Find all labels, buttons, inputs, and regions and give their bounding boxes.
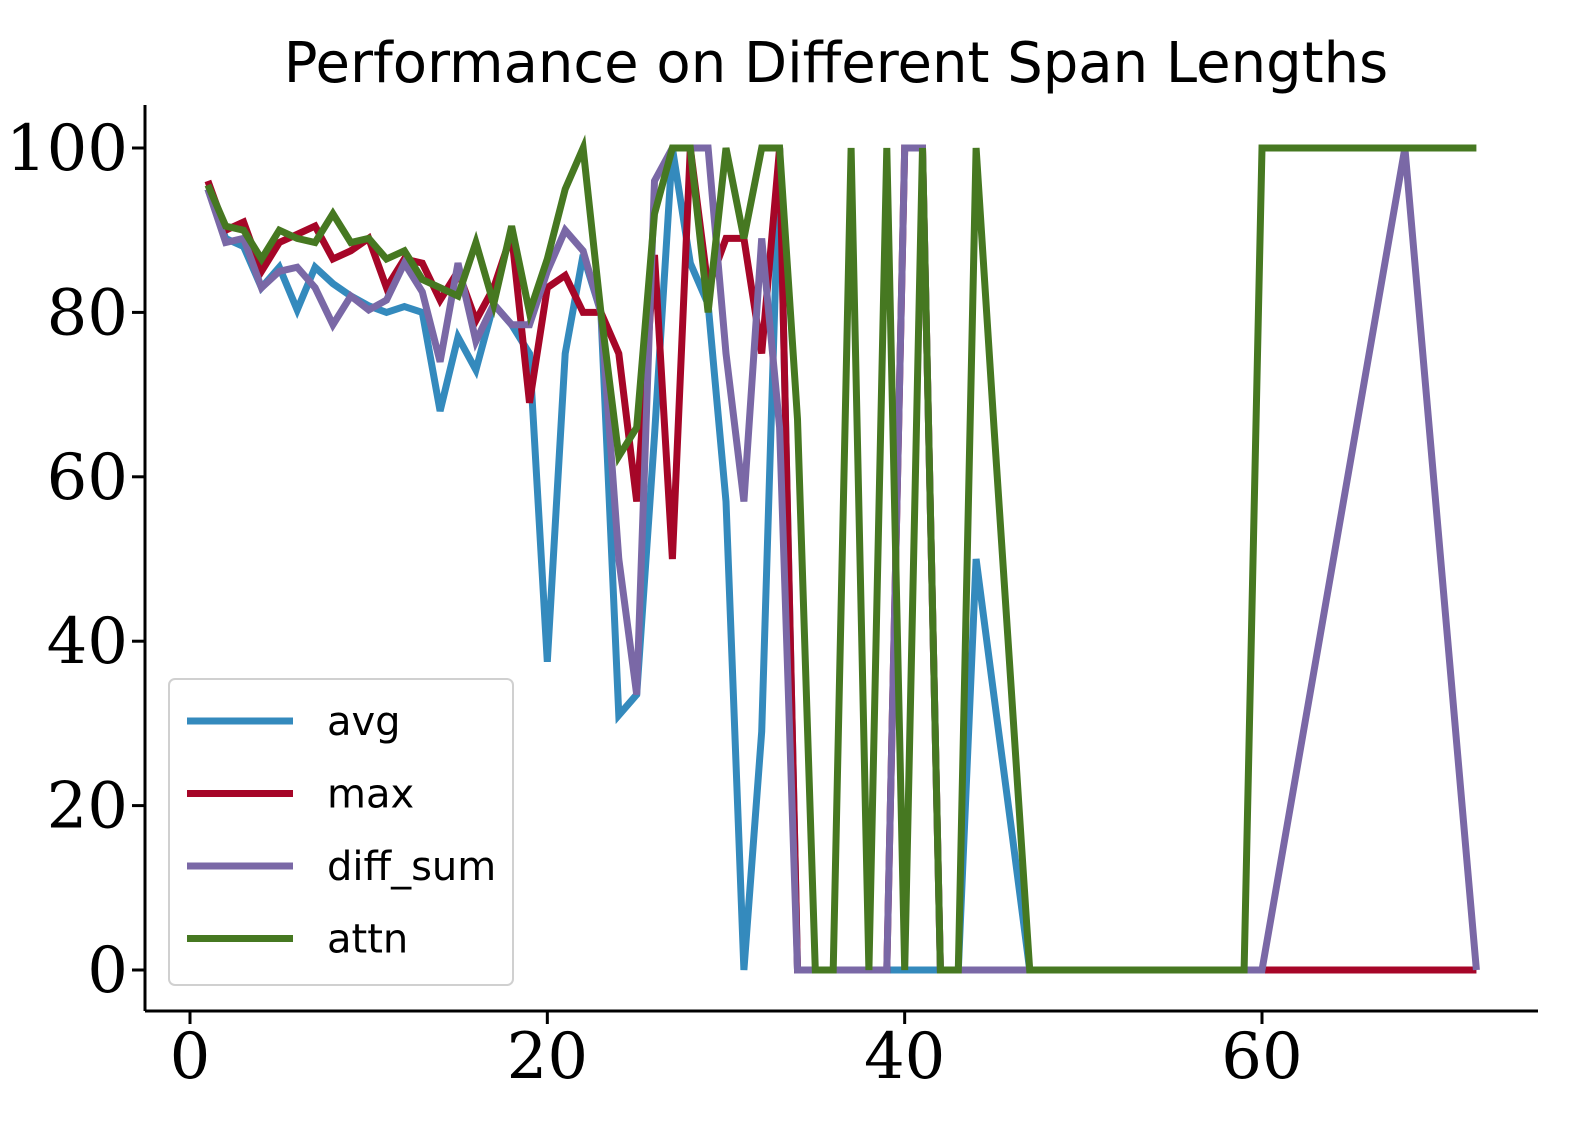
- legend-frame: [168, 678, 514, 986]
- legend-label-max: max: [327, 772, 414, 818]
- y-axis-ticks: 0 20 40 60 80 100: [6, 112, 145, 1008]
- series-line-attn: [204, 134, 1477, 974]
- x-axis-ticks: 0 20 40 60: [170, 1011, 1303, 1094]
- legend-label-attn: attn: [327, 917, 408, 963]
- legend-label-diff-sum: diff_sum: [327, 844, 496, 890]
- x-tick-label: 0: [170, 1020, 211, 1094]
- y-tick-label: 100: [6, 112, 128, 186]
- y-tick-label: 0: [87, 934, 128, 1008]
- series-layer: [204, 134, 1480, 974]
- y-tick-label: 80: [47, 276, 128, 350]
- x-tick-label: 60: [1221, 1020, 1302, 1094]
- y-tick-label: 60: [47, 441, 128, 515]
- y-tick-label: 40: [47, 605, 128, 679]
- y-tick-label: 20: [47, 770, 128, 844]
- x-tick-label: 40: [864, 1020, 945, 1094]
- x-tick-label: 20: [507, 1020, 588, 1094]
- chart-title: Performance on Different Span Lengths: [284, 31, 1388, 96]
- legend-label-avg: avg: [327, 699, 401, 745]
